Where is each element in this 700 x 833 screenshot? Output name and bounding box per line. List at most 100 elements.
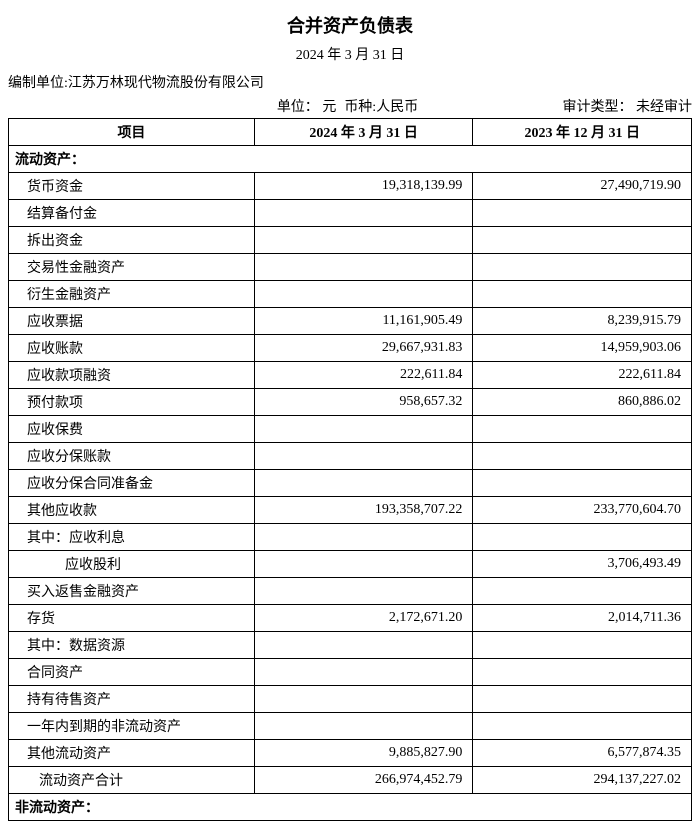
audit-value: 未经审计 <box>636 100 692 115</box>
section-current-assets-label: 流动资产： <box>9 146 692 173</box>
row-value-prior <box>473 632 692 659</box>
table-row: 应收账款29,667,931.8314,959,903.06 <box>9 335 692 362</box>
row-label: 其他流动资产 <box>9 740 255 767</box>
row-label: 其中：应收利息 <box>9 524 255 551</box>
table-row: 应收股利3,706,493.49 <box>9 551 692 578</box>
unit-value: 元 <box>322 100 336 115</box>
row-value-current <box>254 686 473 713</box>
table-row: 其他应收款193,358,707.22233,770,604.70 <box>9 497 692 524</box>
row-value-prior: 233,770,604.70 <box>473 497 692 524</box>
table-row: 预付款项958,657.32860,886.02 <box>9 389 692 416</box>
row-value-prior <box>473 443 692 470</box>
row-label: 拆出资金 <box>9 227 255 254</box>
row-value-current: 958,657.32 <box>254 389 473 416</box>
row-label: 应收分保账款 <box>9 443 255 470</box>
currency-value: 人民币 <box>376 100 418 115</box>
row-value-prior: 860,886.02 <box>473 389 692 416</box>
row-value-prior: 6,577,874.35 <box>473 740 692 767</box>
table-row: 应收款项融资222,611.84222,611.84 <box>9 362 692 389</box>
balance-sheet-table: 项目 2024 年 3 月 31 日 2023 年 12 月 31 日 流动资产… <box>8 118 692 821</box>
row-value-current: 11,161,905.49 <box>254 308 473 335</box>
section-noncurrent-assets: 非流动资产： <box>9 794 692 821</box>
row-label: 存货 <box>9 605 255 632</box>
table-row: 流动资产合计266,974,452.79294,137,227.02 <box>9 767 692 794</box>
row-label: 应收款项融资 <box>9 362 255 389</box>
row-value-prior <box>473 470 692 497</box>
table-row: 一年内到期的非流动资产 <box>9 713 692 740</box>
row-value-current: 9,885,827.90 <box>254 740 473 767</box>
table-row: 其中：数据资源 <box>9 632 692 659</box>
row-value-current: 2,172,671.20 <box>254 605 473 632</box>
table-row: 货币资金19,318,139.9927,490,719.90 <box>9 173 692 200</box>
table-row: 其中：应收利息 <box>9 524 692 551</box>
row-value-current: 19,318,139.99 <box>254 173 473 200</box>
report-date-line: 2024 年 3 月 31 日 <box>8 44 692 64</box>
section-current-assets: 流动资产： <box>9 146 692 173</box>
meta-line: 单位： 元 币种:人民币 审计类型： 未经审计 <box>8 96 692 116</box>
row-label: 衍生金融资产 <box>9 281 255 308</box>
table-row: 交易性金融资产 <box>9 254 692 281</box>
row-value-current <box>254 200 473 227</box>
row-label: 应收保费 <box>9 416 255 443</box>
currency-label: 币种: <box>344 100 376 115</box>
table-row: 拆出资金 <box>9 227 692 254</box>
row-value-current <box>254 713 473 740</box>
row-value-current: 266,974,452.79 <box>254 767 473 794</box>
section-noncurrent-assets-label: 非流动资产： <box>9 794 692 821</box>
table-row: 应收分保合同准备金 <box>9 470 692 497</box>
row-label: 买入返售金融资产 <box>9 578 255 605</box>
header-col2: 2023 年 12 月 31 日 <box>473 119 692 146</box>
table-row: 应收票据11,161,905.498,239,915.79 <box>9 308 692 335</box>
row-value-prior: 14,959,903.06 <box>473 335 692 362</box>
row-value-prior: 8,239,915.79 <box>473 308 692 335</box>
row-value-prior: 2,014,711.36 <box>473 605 692 632</box>
audit-label: 审计类型： <box>563 100 633 115</box>
row-value-prior <box>473 416 692 443</box>
unit-label: 单位： <box>277 100 319 115</box>
row-label: 货币资金 <box>9 173 255 200</box>
row-label: 应收股利 <box>9 551 255 578</box>
row-label: 应收票据 <box>9 308 255 335</box>
table-header-row: 项目 2024 年 3 月 31 日 2023 年 12 月 31 日 <box>9 119 692 146</box>
row-value-current: 29,667,931.83 <box>254 335 473 362</box>
row-value-prior <box>473 524 692 551</box>
row-value-current <box>254 659 473 686</box>
row-label: 应收账款 <box>9 335 255 362</box>
table-row: 持有待售资产 <box>9 686 692 713</box>
row-label: 流动资产合计 <box>9 767 255 794</box>
row-value-prior <box>473 254 692 281</box>
row-label: 其他应收款 <box>9 497 255 524</box>
row-value-prior <box>473 227 692 254</box>
row-value-prior <box>473 578 692 605</box>
table-row: 应收保费 <box>9 416 692 443</box>
row-value-current <box>254 281 473 308</box>
row-value-current <box>254 632 473 659</box>
row-value-prior <box>473 686 692 713</box>
row-value-current: 222,611.84 <box>254 362 473 389</box>
table-row: 结算备付金 <box>9 200 692 227</box>
row-value-current <box>254 227 473 254</box>
table-row: 衍生金融资产 <box>9 281 692 308</box>
row-value-current <box>254 470 473 497</box>
row-value-prior: 294,137,227.02 <box>473 767 692 794</box>
row-value-current <box>254 443 473 470</box>
org-prefix: 编制单位: <box>8 76 68 91</box>
table-row: 应收分保账款 <box>9 443 692 470</box>
table-row: 合同资产 <box>9 659 692 686</box>
row-value-prior: 222,611.84 <box>473 362 692 389</box>
row-value-current <box>254 416 473 443</box>
row-label: 一年内到期的非流动资产 <box>9 713 255 740</box>
row-value-current: 193,358,707.22 <box>254 497 473 524</box>
row-label: 结算备付金 <box>9 200 255 227</box>
row-label: 持有待售资产 <box>9 686 255 713</box>
table-row: 买入返售金融资产 <box>9 578 692 605</box>
row-label: 交易性金融资产 <box>9 254 255 281</box>
row-value-prior <box>473 659 692 686</box>
row-value-prior <box>473 281 692 308</box>
header-item: 项目 <box>9 119 255 146</box>
row-value-prior <box>473 713 692 740</box>
table-row: 其他流动资产9,885,827.906,577,874.35 <box>9 740 692 767</box>
row-value-current <box>254 254 473 281</box>
header-col1: 2024 年 3 月 31 日 <box>254 119 473 146</box>
row-value-current <box>254 578 473 605</box>
